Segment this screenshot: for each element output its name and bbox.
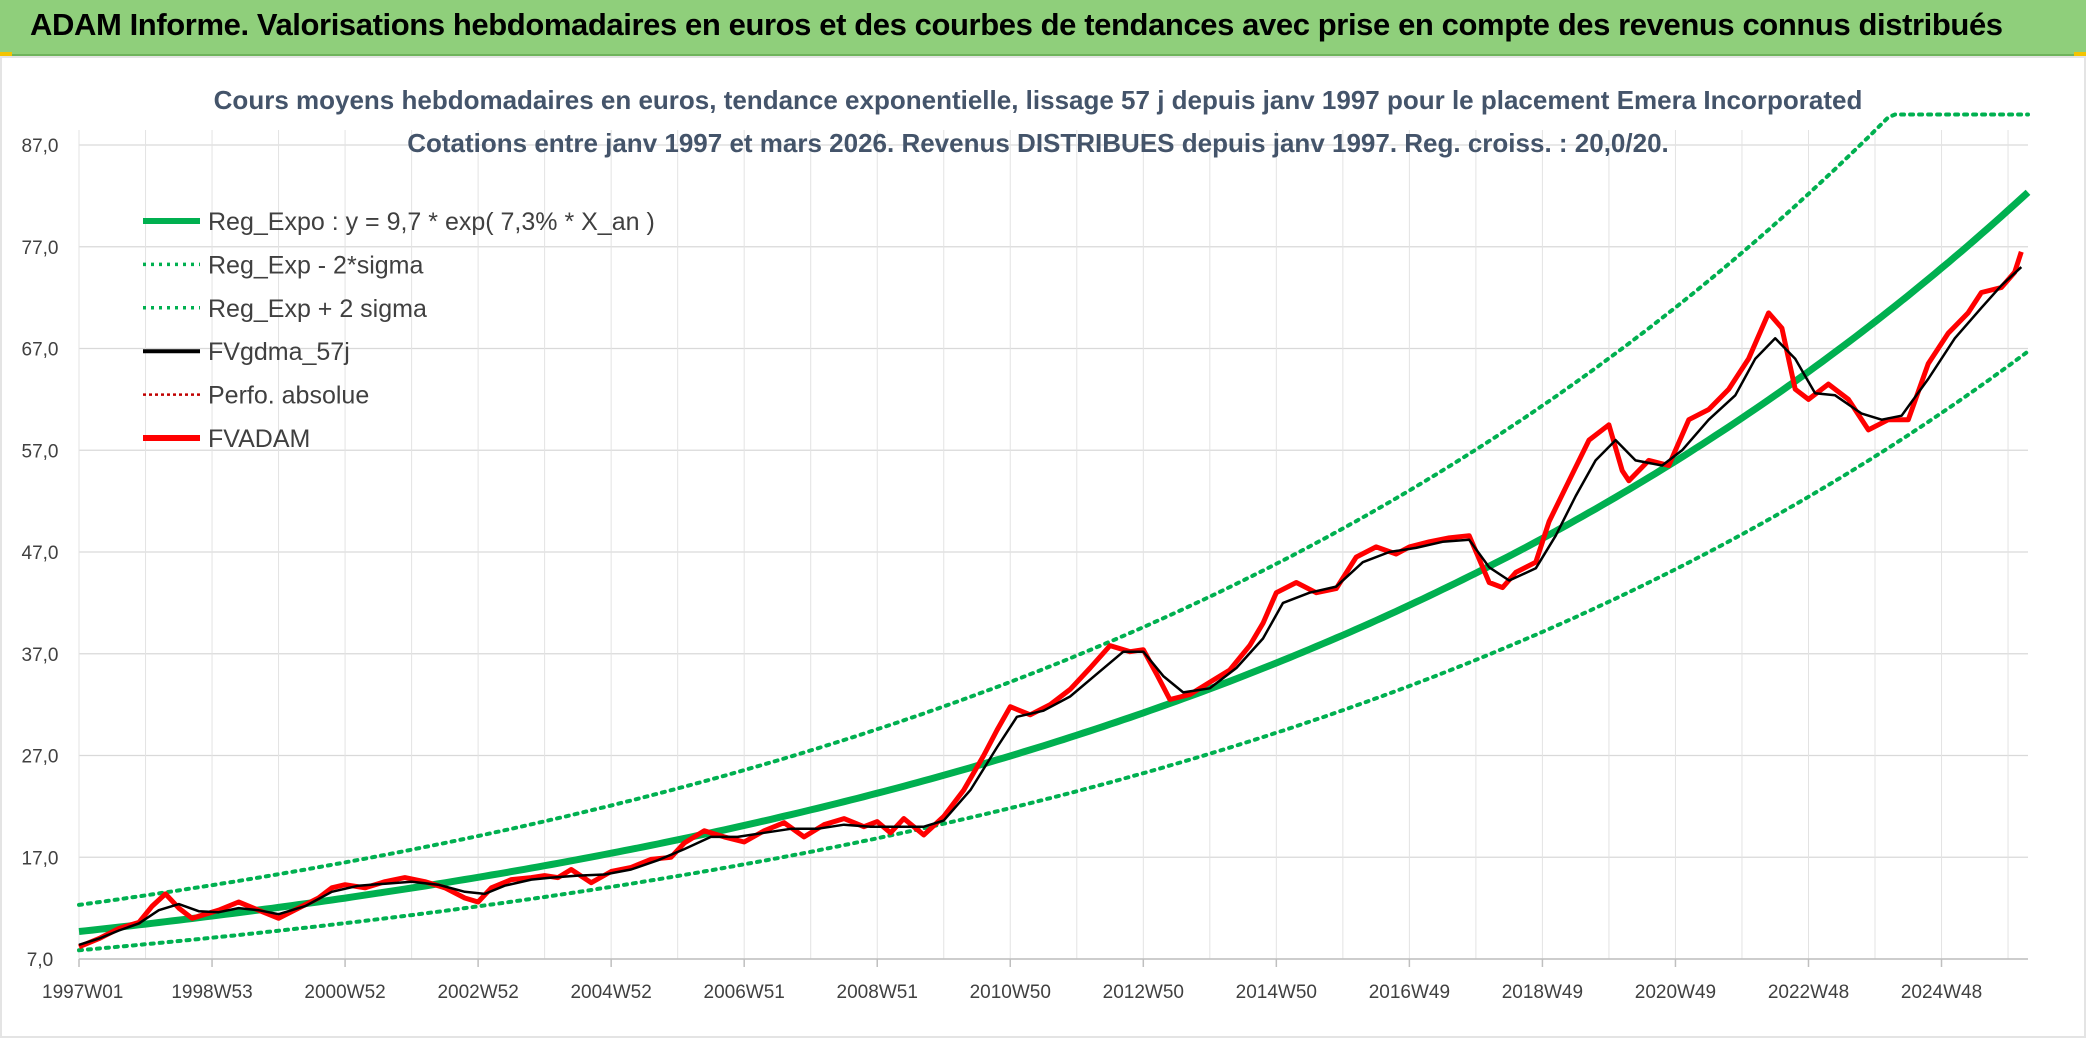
- y-tick-label: 17,0: [22, 848, 59, 869]
- header-banner: ADAM Informe. Valorisations hebdomadaire…: [0, 0, 2086, 56]
- x-tick-label: 2022W48: [1768, 982, 1849, 1003]
- y-tick-label: 87,0: [22, 136, 59, 157]
- reg-exp-plus-2sigma-line: [77, 112, 2030, 907]
- x-tick-label: 1998W53: [171, 982, 252, 1003]
- y-tick-label: 27,0: [22, 747, 59, 768]
- y-tick-label: 77,0: [22, 238, 59, 259]
- x-tick-label: 2016W49: [1369, 982, 1450, 1003]
- x-tick-label: 2020W49: [1635, 982, 1716, 1003]
- legend-label-perfo: Perfo. absolue: [208, 382, 369, 410]
- legend-label-fvgdma: FVgdma_57j: [208, 338, 350, 366]
- chart-frame: [0, 56, 2086, 1038]
- x-tick-label: 2000W52: [304, 982, 385, 1003]
- y-axis: 7,0 17,0 27,0 37,0 47,0 57,0 67,0 77,0 87,0: [22, 136, 59, 971]
- x-tick-label: 1997W01: [42, 982, 123, 1003]
- x-axis: 1997W01 1998W53 2000W52 2002W52 2004W52 2006W…: [42, 958, 2028, 1003]
- fvadam-line: [78, 251, 2024, 950]
- page-title: ADAM Informe. Valorisations hebdomadaire…: [30, 7, 2003, 42]
- y-tick-label: 67,0: [22, 340, 59, 361]
- legend-label-reg_plus: Reg_Exp + 2 sigma: [208, 295, 427, 323]
- legend: Reg_Expo : y = 9,7 * exp( 7,3% * X_an ) R…: [143, 208, 655, 453]
- chart-title: Cours moyens hebdomadaires en euros, ten…: [214, 85, 1863, 115]
- y-tick-label: 47,0: [22, 543, 59, 564]
- plot-area: [77, 112, 2031, 953]
- corner-accent-left: [0, 52, 12, 58]
- x-tick-label: 2014W50: [1236, 982, 1317, 1003]
- fvgdma-57j-line: [78, 266, 2023, 946]
- x-tick-label: 2010W50: [970, 982, 1051, 1003]
- x-tick-label: 2006W51: [704, 982, 785, 1003]
- reg-expo-line: [78, 189, 2031, 935]
- y-tick-label: 37,0: [22, 645, 59, 666]
- x-tick-label: 2018W49: [1502, 982, 1583, 1003]
- y-tick-label: 7,0: [27, 950, 53, 971]
- x-tick-label: 2012W50: [1103, 982, 1184, 1003]
- x-tick-label: 2024W48: [1901, 982, 1982, 1003]
- reg-exp-minus-2sigma-line: [77, 349, 2030, 953]
- legend-label-fvadam: FVADAM: [208, 425, 310, 453]
- legend-label-reg_minus: Reg_Exp - 2*sigma: [208, 251, 423, 279]
- x-tick-label: 2008W51: [837, 982, 918, 1003]
- legend-label-reg_expo: Reg_Expo : y = 9,7 * exp( 7,3% * X_an ): [208, 208, 655, 236]
- x-tick-label: 2004W52: [570, 982, 651, 1003]
- chart-subtitle: Cotations entre janv 1997 et mars 2026. …: [407, 128, 1669, 158]
- corner-accent-right: [2074, 52, 2086, 58]
- y-tick-label: 57,0: [22, 441, 59, 462]
- x-tick-label: 2002W52: [437, 982, 518, 1003]
